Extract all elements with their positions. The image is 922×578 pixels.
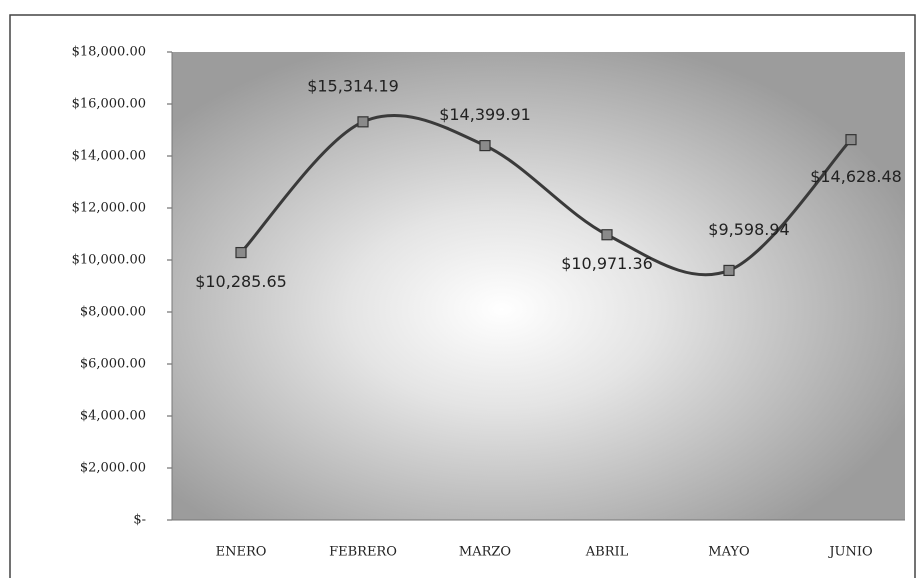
x-tick-label: ABRIL bbox=[585, 545, 629, 560]
y-tick-label: $18,000.00 bbox=[72, 45, 146, 60]
y-tick-label: $8,000.00 bbox=[80, 305, 146, 320]
x-tick-label: FEBRERO bbox=[329, 545, 397, 560]
x-tick-label: MARZO bbox=[459, 545, 511, 560]
marker bbox=[235, 246, 247, 259]
y-tick-label: $16,000.00 bbox=[72, 97, 146, 112]
y-tick-label: $2,000.00 bbox=[80, 461, 146, 476]
marker bbox=[601, 229, 613, 241]
marker bbox=[845, 134, 857, 146]
data-label: $9,598.94 bbox=[708, 220, 789, 239]
data-label: $10,285.65 bbox=[195, 272, 287, 291]
data-label: $14,399.91 bbox=[439, 105, 531, 124]
marker bbox=[723, 264, 735, 277]
y-tick-label: $- bbox=[133, 513, 146, 528]
marker bbox=[479, 140, 491, 152]
line bbox=[239, 113, 853, 277]
y-tick-label: $6,000.00 bbox=[80, 357, 146, 372]
y-tick-label: $14,000.00 bbox=[72, 149, 146, 164]
y-tick-label: $4,000.00 bbox=[80, 409, 146, 424]
data-label: $10,971.36 bbox=[561, 254, 653, 273]
data-label: $14,628.48 bbox=[810, 167, 902, 186]
x-tick-label: JUNIO bbox=[827, 545, 872, 560]
data-label: $15,314.19 bbox=[307, 76, 399, 95]
x-tick-label: ENERO bbox=[216, 545, 267, 560]
x-tick-label: MAYO bbox=[708, 545, 749, 560]
marker bbox=[357, 116, 369, 128]
plot-area bbox=[172, 52, 905, 520]
y-tick-label: $12,000.00 bbox=[72, 201, 146, 216]
y-tick-label: $10,000.00 bbox=[72, 253, 146, 268]
